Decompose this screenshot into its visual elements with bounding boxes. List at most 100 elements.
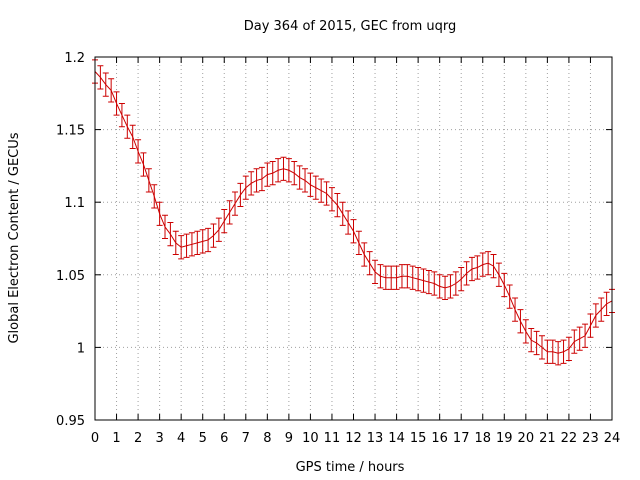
- error-bar: [366, 251, 373, 276]
- x-tick-label: 14: [388, 431, 405, 446]
- error-bar: [528, 328, 535, 353]
- error-bar: [425, 269, 432, 295]
- error-bar: [302, 168, 309, 193]
- y-axis-label: Global Electron Content / GECUs: [7, 132, 22, 343]
- error-bar: [205, 227, 212, 253]
- error-bar: [447, 274, 454, 299]
- error-bar: [221, 208, 228, 234]
- error-bar: [307, 172, 314, 197]
- error-bar: [468, 256, 475, 282]
- y-tick-label: 0.95: [56, 414, 85, 429]
- error-bar: [118, 102, 125, 128]
- error-bar: [226, 200, 233, 225]
- error-bar: [108, 78, 115, 103]
- error-bar: [355, 230, 362, 255]
- error-bar: [501, 272, 508, 298]
- x-tick-label: 5: [199, 431, 207, 446]
- error-bar: [415, 267, 422, 292]
- error-bar: [253, 168, 260, 193]
- error-bar: [113, 91, 120, 116]
- error-bar: [409, 265, 416, 290]
- error-bar: [479, 252, 486, 277]
- chart-title: Day 364 of 2015, GEC from uqrg: [244, 19, 457, 34]
- error-bar: [388, 265, 395, 290]
- y-tick-label: 1.05: [56, 269, 85, 284]
- error-bar: [587, 313, 594, 338]
- y-tick-label: 1.1: [64, 196, 85, 211]
- series-gec: [92, 59, 615, 366]
- error-bar: [275, 158, 282, 183]
- error-bar: [555, 341, 562, 366]
- error-bar: [145, 168, 152, 193]
- error-bar: [194, 230, 201, 255]
- error-bar: [215, 217, 222, 242]
- x-tick-label: 18: [474, 431, 491, 446]
- error-bar: [210, 223, 217, 248]
- error-bar: [102, 72, 109, 97]
- x-tick-label: 20: [518, 431, 535, 446]
- error-bar: [517, 309, 524, 334]
- error-bar: [312, 175, 319, 200]
- error-bar: [151, 184, 158, 209]
- error-bar: [140, 152, 147, 177]
- error-bar: [372, 259, 379, 285]
- error-bar: [318, 178, 325, 203]
- error-bar: [474, 255, 481, 280]
- x-tick-label: 17: [453, 431, 470, 446]
- x-tick-label: 6: [220, 431, 228, 446]
- y-tick-label: 1: [77, 341, 85, 356]
- x-tick-label: 2: [134, 431, 142, 446]
- y-tick-label: 1.2: [64, 51, 85, 66]
- grid-lines: [95, 57, 612, 420]
- x-tick-label: 7: [242, 431, 250, 446]
- error-bar: [404, 264, 411, 289]
- error-bar: [549, 339, 556, 364]
- x-tick-label: 24: [604, 431, 621, 446]
- error-bar: [560, 339, 567, 364]
- error-bar: [339, 201, 346, 226]
- axis-ticks: 0 1 2 3 4 5 6 7 8 9 10 11 12 13 14 15 16 17 18 19 20 21 22 23 24…: [56, 51, 620, 446]
- x-tick-label: 0: [91, 431, 99, 446]
- error-bar: [129, 124, 136, 149]
- error-bar: [436, 274, 443, 299]
- error-bar: [463, 261, 470, 286]
- error-bar: [603, 291, 610, 316]
- error-bar: [296, 165, 303, 190]
- error-bar: [345, 210, 352, 235]
- error-bar: [350, 219, 357, 244]
- x-tick-label: 13: [367, 431, 384, 446]
- error-bar: [242, 175, 249, 200]
- error-bar: [264, 162, 271, 187]
- error-bar: [232, 191, 239, 216]
- x-axis-label: GPS time / hours: [296, 460, 405, 475]
- error-bar: [248, 171, 255, 196]
- error-bar: [458, 267, 465, 292]
- error-bar: [258, 166, 265, 192]
- x-tick-label: 3: [155, 431, 163, 446]
- error-bar: [280, 156, 287, 181]
- error-bar: [382, 265, 389, 290]
- x-tick-label: 8: [263, 431, 271, 446]
- error-bar: [167, 222, 174, 247]
- x-tick-label: 16: [431, 431, 448, 446]
- x-tick-label: 23: [582, 431, 599, 446]
- error-bar: [183, 233, 190, 258]
- error-bar: [377, 264, 384, 289]
- error-bar: [571, 329, 578, 354]
- error-bar: [544, 339, 551, 364]
- error-bar: [156, 201, 163, 226]
- error-bar: [538, 335, 545, 360]
- error-bar: [285, 158, 292, 183]
- error-bar: [420, 268, 427, 293]
- x-tick-label: 12: [345, 431, 362, 446]
- error-bar: [188, 232, 195, 257]
- error-bar: [334, 192, 341, 218]
- error-bar: [431, 271, 438, 296]
- error-bar: [398, 264, 405, 289]
- error-bar: [124, 114, 131, 139]
- error-bar: [506, 284, 513, 309]
- error-bar: [237, 182, 244, 208]
- x-tick-label: 19: [496, 431, 513, 446]
- x-tick-label: 1: [112, 431, 120, 446]
